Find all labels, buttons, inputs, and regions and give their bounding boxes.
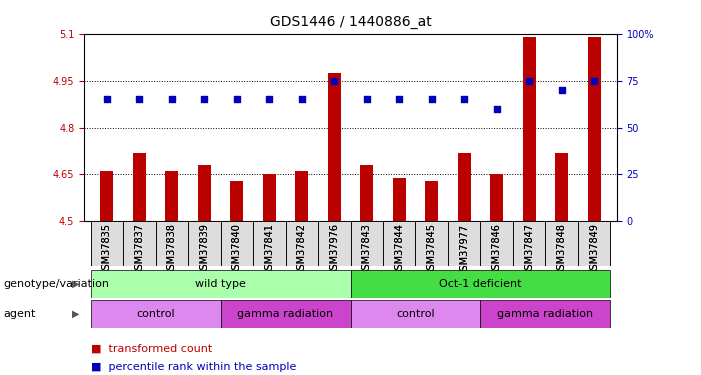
Text: ▶: ▶ <box>72 279 79 289</box>
Text: GSM37848: GSM37848 <box>557 224 566 276</box>
Text: control: control <box>396 309 435 319</box>
Text: GSM37845: GSM37845 <box>427 224 437 276</box>
Text: GSM37837: GSM37837 <box>135 224 144 276</box>
Text: GSM37841: GSM37841 <box>264 224 274 276</box>
Bar <box>480 221 513 266</box>
Bar <box>350 270 611 298</box>
Point <box>231 96 243 102</box>
Bar <box>545 221 578 266</box>
Text: GSM37843: GSM37843 <box>362 224 372 276</box>
Text: GSM37840: GSM37840 <box>232 224 242 276</box>
Bar <box>587 37 601 221</box>
Bar <box>393 177 406 221</box>
Text: GSM37977: GSM37977 <box>459 224 469 277</box>
Bar <box>578 221 611 266</box>
Text: GSM37977: GSM37977 <box>459 224 469 277</box>
Bar <box>523 37 536 221</box>
Point <box>426 96 437 102</box>
Point <box>458 96 470 102</box>
Bar <box>458 153 470 221</box>
Text: GSM37845: GSM37845 <box>427 224 437 276</box>
Bar <box>416 221 448 266</box>
Text: GSM37849: GSM37849 <box>589 224 599 276</box>
Text: GSM37841: GSM37841 <box>264 224 274 276</box>
Bar <box>133 153 146 221</box>
Text: gamma radiation: gamma radiation <box>497 309 594 319</box>
Text: GSM37839: GSM37839 <box>199 224 210 276</box>
Bar <box>350 221 383 266</box>
Bar <box>90 270 350 298</box>
Text: GSM37976: GSM37976 <box>329 224 339 276</box>
Text: GSM37976: GSM37976 <box>329 224 339 276</box>
Point <box>394 96 405 102</box>
Bar <box>285 221 318 266</box>
Bar <box>221 221 253 266</box>
Text: GSM37846: GSM37846 <box>491 224 502 276</box>
Text: GSM37838: GSM37838 <box>167 224 177 276</box>
Text: GSM37842: GSM37842 <box>297 224 307 276</box>
Bar <box>350 300 480 328</box>
Point <box>329 78 340 84</box>
Text: genotype/variation: genotype/variation <box>4 279 109 289</box>
Text: ▶: ▶ <box>72 309 79 319</box>
Text: GSM37844: GSM37844 <box>394 224 404 276</box>
Bar <box>90 221 123 266</box>
Bar <box>90 300 221 328</box>
Bar <box>480 300 611 328</box>
Bar <box>360 165 373 221</box>
Text: GSM37839: GSM37839 <box>199 224 210 276</box>
Bar <box>383 221 416 266</box>
Bar <box>156 221 188 266</box>
Text: GSM37848: GSM37848 <box>557 224 566 276</box>
Bar <box>188 221 221 266</box>
Text: control: control <box>136 309 175 319</box>
Bar <box>253 221 285 266</box>
Bar <box>295 171 308 221</box>
Bar <box>221 300 350 328</box>
Text: GSM37835: GSM37835 <box>102 224 112 276</box>
Text: Oct-1 deficient: Oct-1 deficient <box>440 279 522 289</box>
Text: wild type: wild type <box>195 279 246 289</box>
Bar <box>555 153 568 221</box>
Text: GSM37843: GSM37843 <box>362 224 372 276</box>
Text: GSM37849: GSM37849 <box>589 224 599 276</box>
Point <box>166 96 177 102</box>
Text: GSM37838: GSM37838 <box>167 224 177 276</box>
Point <box>198 96 210 102</box>
Text: ■  percentile rank within the sample: ■ percentile rank within the sample <box>91 362 297 372</box>
Bar <box>165 171 178 221</box>
Text: GSM37835: GSM37835 <box>102 224 112 276</box>
Bar <box>328 73 341 221</box>
Bar <box>123 221 156 266</box>
Bar <box>198 165 211 221</box>
Bar <box>100 171 114 221</box>
Bar <box>318 221 350 266</box>
Bar <box>448 221 480 266</box>
Bar <box>426 181 438 221</box>
Point <box>589 78 600 84</box>
Text: GSM37847: GSM37847 <box>524 224 534 276</box>
Text: GSM37846: GSM37846 <box>491 224 502 276</box>
Text: GDS1446 / 1440886_at: GDS1446 / 1440886_at <box>270 15 431 29</box>
Text: gamma radiation: gamma radiation <box>238 309 334 319</box>
Bar <box>263 174 275 221</box>
Text: GSM37840: GSM37840 <box>232 224 242 276</box>
Point <box>361 96 372 102</box>
Point <box>296 96 307 102</box>
Text: GSM37837: GSM37837 <box>135 224 144 276</box>
Bar <box>231 181 243 221</box>
Point <box>134 96 145 102</box>
Point <box>524 78 535 84</box>
Bar <box>513 221 545 266</box>
Bar <box>490 174 503 221</box>
Point <box>101 96 112 102</box>
Point <box>264 96 275 102</box>
Point <box>556 87 567 93</box>
Text: agent: agent <box>4 309 36 319</box>
Text: GSM37847: GSM37847 <box>524 224 534 276</box>
Text: GSM37844: GSM37844 <box>394 224 404 276</box>
Point <box>491 106 503 112</box>
Text: GSM37842: GSM37842 <box>297 224 307 276</box>
Text: ■  transformed count: ■ transformed count <box>91 344 212 354</box>
